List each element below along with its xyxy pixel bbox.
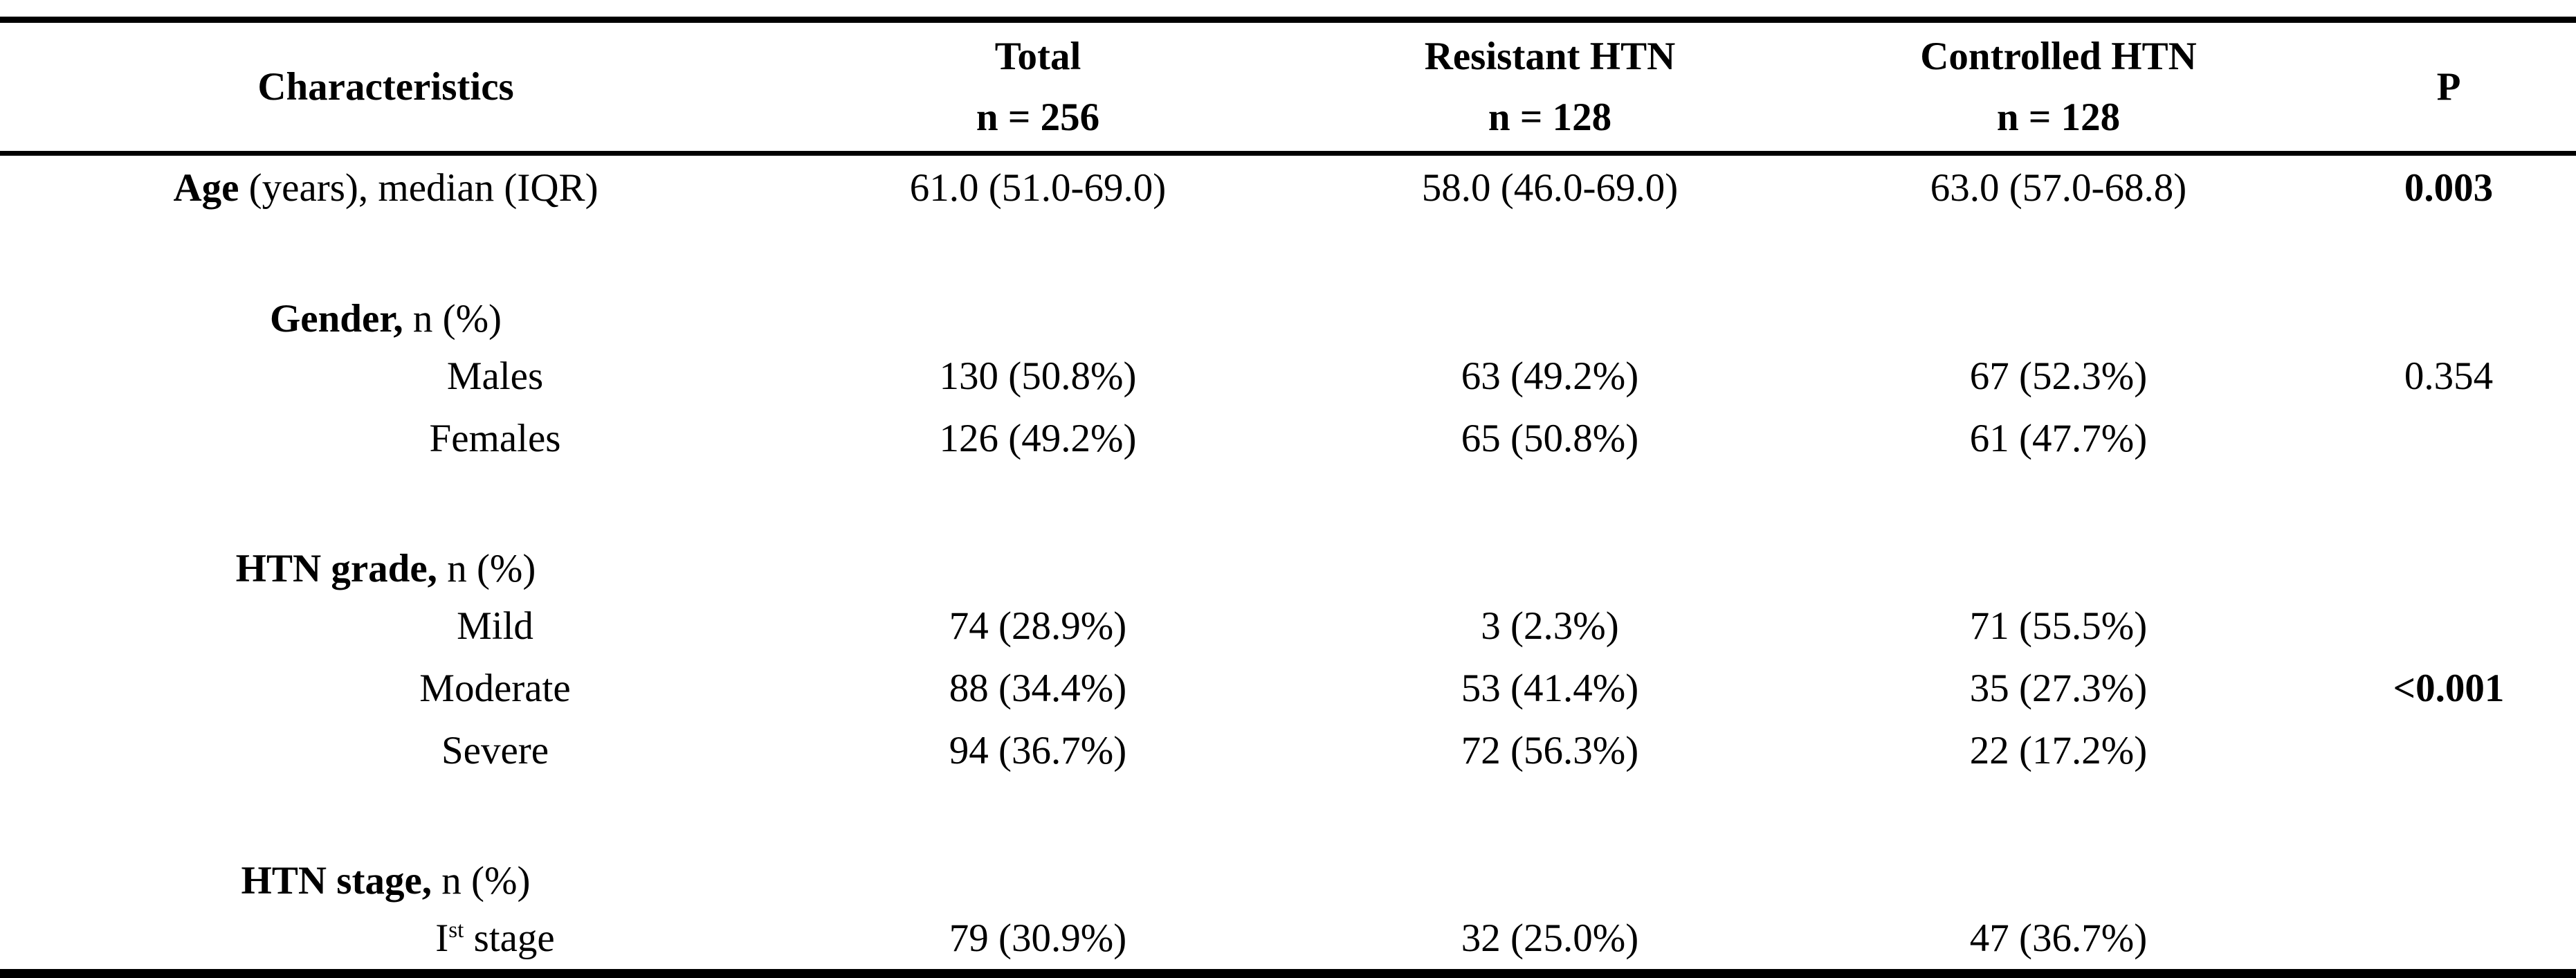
males-label-cell: Males — [446, 354, 544, 398]
spacer-row — [0, 469, 2576, 542]
table-row-females: Females 126 (49.2%) 65 (50.8%) 61 (47.7%… — [0, 407, 2576, 469]
females-resistant-value: 65 (50.8%) — [1461, 416, 1639, 460]
table-row-moderate: Moderate 88 (34.4%) 53 (41.4%) 35 (27.3%… — [0, 657, 2576, 719]
col-header-controlled-line1: Controlled HTN — [1920, 34, 2197, 78]
moderate-resistant-value: 53 (41.4%) — [1461, 666, 1639, 710]
col-header-resistant-line1: Resistant HTN — [1424, 34, 1676, 78]
age-label-rest: (years), median (IQR) — [239, 165, 599, 210]
females-total-value: 126 (49.2%) — [939, 416, 1137, 460]
severe-resistant-value: 72 (56.3%) — [1461, 728, 1639, 772]
gender-header-bold: Gender, — [269, 296, 403, 341]
table-bottom-rule — [0, 969, 2576, 978]
htn-stage-header-bold: HTN stage, — [241, 858, 432, 903]
age-label-cell: Age (years), median (IQR) — [0, 165, 771, 210]
age-total-value: 61.0 (51.0-69.0) — [909, 165, 1167, 210]
first-stage-label-rest: stage — [464, 916, 555, 960]
age-resistant-value: 58.0 (46.0-69.0) — [1421, 165, 1679, 210]
col-header-p-label: P — [2436, 64, 2461, 109]
htn-grade-header-rest: n (%) — [437, 546, 536, 590]
table-row-first-stage: Ist stage 79 (30.9%) 32 (25.0%) 47 (36.7… — [0, 907, 2576, 969]
top-margin — [0, 0, 2576, 17]
htn-stage-header-cell: HTN stage, n (%) — [0, 858, 771, 903]
col-header-total-line2: n = 256 — [976, 95, 1100, 139]
col-header-controlled-htn: Controlled HTN n = 128 — [1796, 26, 2321, 148]
htn-grade-p-value: <0.001 — [2393, 666, 2505, 710]
gender-header-rest: n (%) — [403, 296, 502, 341]
females-controlled-value: 61 (47.7%) — [1969, 416, 2148, 460]
htn-grade-header-cell: HTN grade, n (%) — [0, 546, 771, 591]
first-stage-total-value: 79 (30.9%) — [949, 916, 1127, 960]
spacer-row — [0, 781, 2576, 854]
moderate-label-cell: Moderate — [419, 666, 571, 710]
table-header-row: Characteristics Total n = 256 Resistant … — [0, 23, 2576, 151]
first-stage-label-superscript: st — [448, 917, 464, 943]
table-row-gender-header: Gender, n (%) — [0, 292, 2576, 345]
age-controlled-value: 63.0 (57.0-68.8) — [1930, 165, 2187, 210]
col-header-total-line1: Total — [994, 34, 1081, 78]
mild-label-cell: Mild — [457, 604, 533, 648]
age-label-bold: Age — [173, 165, 239, 210]
col-header-resistant-htn: Resistant HTN n = 128 — [1304, 26, 1796, 148]
severe-label-cell: Severe — [441, 728, 549, 772]
males-total-value: 130 (50.8%) — [939, 354, 1137, 398]
gender-header-cell: Gender, n (%) — [0, 296, 771, 341]
moderate-controlled-value: 35 (27.3%) — [1969, 666, 2148, 710]
table-row-severe: Severe 94 (36.7%) 72 (56.3%) 22 (17.2%) — [0, 719, 2576, 781]
moderate-total-value: 88 (34.4%) — [949, 666, 1127, 710]
table-top-rule — [0, 17, 2576, 23]
severe-controlled-value: 22 (17.2%) — [1969, 728, 2148, 772]
table-row-htn-stage-header: HTN stage, n (%) — [0, 854, 2576, 907]
mild-resistant-value: 3 (2.3%) — [1481, 604, 1619, 648]
gender-p-value: 0.354 — [2404, 354, 2494, 398]
spacer-row — [0, 219, 2576, 292]
col-header-characteristics: Characteristics — [0, 57, 771, 118]
mild-total-value: 74 (28.9%) — [949, 604, 1127, 648]
severe-total-value: 94 (36.7%) — [949, 728, 1127, 772]
age-p-value: 0.003 — [2404, 165, 2494, 210]
header-divider-rule — [0, 151, 2576, 156]
first-stage-label-cell: Ist stage — [0, 916, 771, 961]
table-row-mild: Mild 74 (28.9%) 3 (2.3%) 71 (55.5%) — [0, 595, 2576, 657]
table-row-males: Males 130 (50.8%) 63 (49.2%) 67 (52.3%) … — [0, 345, 2576, 407]
col-header-total: Total n = 256 — [771, 26, 1304, 148]
table-row-htn-grade-header: HTN grade, n (%) — [0, 542, 2576, 595]
htn-grade-header-bold: HTN grade, — [235, 546, 437, 590]
table-row-age: Age (years), median (IQR) 61.0 (51.0-69.… — [0, 156, 2576, 219]
col-header-resistant-line2: n = 128 — [1488, 95, 1612, 139]
first-stage-controlled-value: 47 (36.7%) — [1969, 916, 2148, 960]
htn-stage-header-rest: n (%) — [432, 858, 531, 903]
first-stage-label-pre: I — [435, 916, 449, 960]
col-header-p-value: P — [2321, 57, 2576, 118]
females-label-cell: Females — [429, 416, 561, 460]
col-header-controlled-line2: n = 128 — [1996, 95, 2121, 139]
males-controlled-value: 67 (52.3%) — [1969, 354, 2148, 398]
males-resistant-value: 63 (49.2%) — [1461, 354, 1639, 398]
col-header-characteristics-label: Characteristics — [257, 64, 514, 109]
first-stage-resistant-value: 32 (25.0%) — [1461, 916, 1639, 960]
mild-controlled-value: 71 (55.5%) — [1969, 604, 2148, 648]
